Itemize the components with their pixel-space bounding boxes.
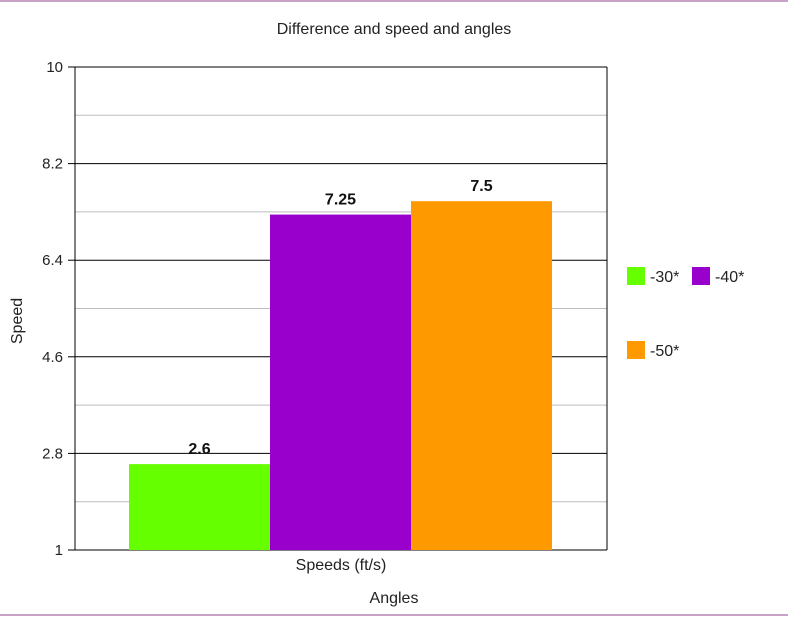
x-category-label: Speeds (ft/s) [296,557,387,574]
y-tick-label: 4.6 [42,349,63,366]
bar-series-0 [129,464,270,550]
legend-label-2: -50* [650,343,679,360]
legend-label-1: -40* [715,269,744,286]
legend-swatch-1 [692,267,710,285]
data-label: 2.6 [188,441,210,458]
data-labels: 2.6 7.25 7.5 [188,178,492,458]
legend-label-0: -30* [650,269,679,286]
bar-series-1 [270,214,411,551]
data-label: 7.25 [325,192,356,209]
y-tick-label: 10 [46,59,63,76]
y-axis-title: Speed [9,298,26,344]
data-label: 7.5 [470,178,492,195]
y-tick-labels: 1 2.8 4.6 6.4 8.2 10 [42,59,75,559]
legend-swatch-0 [627,267,645,285]
legend: -30* -40* -50* [627,267,744,360]
bars [129,201,552,551]
y-tick-label: 6.4 [42,252,63,269]
legend-swatch-2 [627,341,645,359]
y-tick-label: 8.2 [42,156,63,173]
x-axis-title: Angles [370,590,419,607]
y-tick-label: 2.8 [42,445,63,462]
y-tick-label: 1 [55,542,63,559]
bar-series-2 [411,201,552,550]
chart-title: Difference and speed and angles [277,21,512,38]
